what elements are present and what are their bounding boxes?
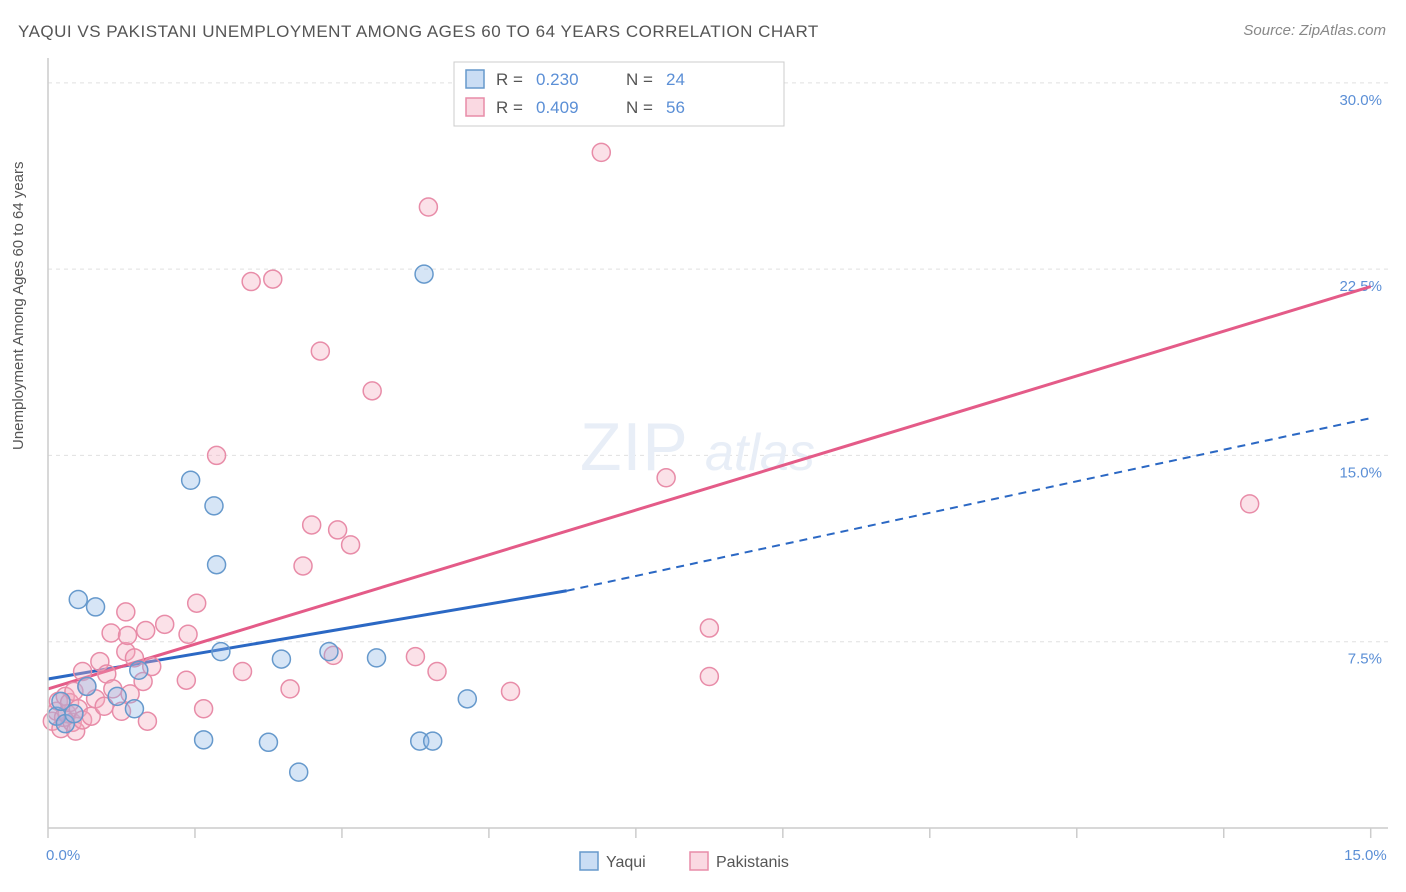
data-point-pakistanis <box>137 622 155 640</box>
data-point-pakistanis <box>119 627 137 645</box>
x-tick-label: 15.0% <box>1344 847 1387 864</box>
data-point-pakistanis <box>242 273 260 291</box>
data-point-yaqui <box>182 471 200 489</box>
data-point-yaqui <box>424 732 442 750</box>
data-point-pakistanis <box>117 603 135 621</box>
data-point-yaqui <box>108 687 126 705</box>
data-point-pakistanis <box>294 557 312 575</box>
bottom-legend-label-yaqui: Yaqui <box>606 854 646 871</box>
data-point-yaqui <box>69 590 87 608</box>
data-point-pakistanis <box>1241 495 1259 513</box>
data-point-yaqui <box>125 700 143 718</box>
bottom-legend-label-pakistanis: Pakistanis <box>716 854 789 871</box>
data-point-pakistanis <box>303 516 321 534</box>
bottom-legend-swatch-yaqui <box>580 852 598 870</box>
legend-swatch-pakistanis <box>466 98 484 116</box>
y-tick-label: 30.0% <box>1339 92 1382 109</box>
legend-n-value-yaqui: 24 <box>666 70 685 89</box>
data-point-yaqui <box>259 733 277 751</box>
source-prefix: Source: <box>1243 22 1299 39</box>
data-point-yaqui <box>65 705 83 723</box>
legend-r-value-pakistanis: 0.409 <box>536 98 579 117</box>
data-point-yaqui <box>130 661 148 679</box>
data-point-yaqui <box>458 690 476 708</box>
data-point-yaqui <box>320 643 338 661</box>
source-attribution: Source: ZipAtlas.com <box>1243 22 1386 39</box>
legend-swatch-yaqui <box>466 70 484 88</box>
data-point-pakistanis <box>700 619 718 637</box>
y-tick-label: 15.0% <box>1339 464 1382 481</box>
data-point-yaqui <box>87 598 105 616</box>
data-point-yaqui <box>368 649 386 667</box>
data-point-pakistanis <box>406 648 424 666</box>
data-point-pakistanis <box>342 536 360 554</box>
data-point-pakistanis <box>208 446 226 464</box>
data-point-pakistanis <box>102 624 120 642</box>
x-tick-label: 0.0% <box>46 847 80 864</box>
legend-r-value-yaqui: 0.230 <box>536 70 579 89</box>
data-point-yaqui <box>212 643 230 661</box>
data-point-pakistanis <box>156 615 174 633</box>
y-tick-label: 7.5% <box>1348 651 1382 668</box>
legend-r-label: R = <box>496 98 523 117</box>
data-point-pakistanis <box>419 198 437 216</box>
data-point-pakistanis <box>329 521 347 539</box>
data-point-yaqui <box>205 497 223 515</box>
legend-n-label: N = <box>626 70 653 89</box>
legend-r-label: R = <box>496 70 523 89</box>
source-name: ZipAtlas.com <box>1299 22 1386 39</box>
chart-container: YAQUI VS PAKISTANI UNEMPLOYMENT AMONG AG… <box>0 0 1406 892</box>
data-point-pakistanis <box>264 270 282 288</box>
data-point-pakistanis <box>311 342 329 360</box>
data-point-yaqui <box>78 677 96 695</box>
data-point-pakistanis <box>363 382 381 400</box>
data-point-pakistanis <box>179 625 197 643</box>
data-point-pakistanis <box>177 671 195 689</box>
y-axis-label: Unemployment Among Ages 60 to 64 years <box>10 161 27 450</box>
bottom-legend-swatch-pakistanis <box>690 852 708 870</box>
data-point-pakistanis <box>234 663 252 681</box>
data-point-pakistanis <box>188 594 206 612</box>
data-point-pakistanis <box>502 682 520 700</box>
data-point-yaqui <box>208 556 226 574</box>
data-point-pakistanis <box>281 680 299 698</box>
data-point-yaqui <box>195 731 213 749</box>
data-point-yaqui <box>415 265 433 283</box>
data-point-pakistanis <box>700 667 718 685</box>
data-point-yaqui <box>290 763 308 781</box>
legend-n-value-pakistanis: 56 <box>666 98 685 117</box>
data-point-pakistanis <box>657 469 675 487</box>
data-point-yaqui <box>272 650 290 668</box>
data-point-pakistanis <box>195 700 213 718</box>
data-point-pakistanis <box>428 663 446 681</box>
legend-n-label: N = <box>626 98 653 117</box>
data-point-pakistanis <box>592 143 610 161</box>
scatter-plot: 7.5%15.0%22.5%30.0%ZIPatlas0.0%15.0%R =0… <box>0 0 1406 892</box>
chart-title: YAQUI VS PAKISTANI UNEMPLOYMENT AMONG AG… <box>18 22 819 42</box>
